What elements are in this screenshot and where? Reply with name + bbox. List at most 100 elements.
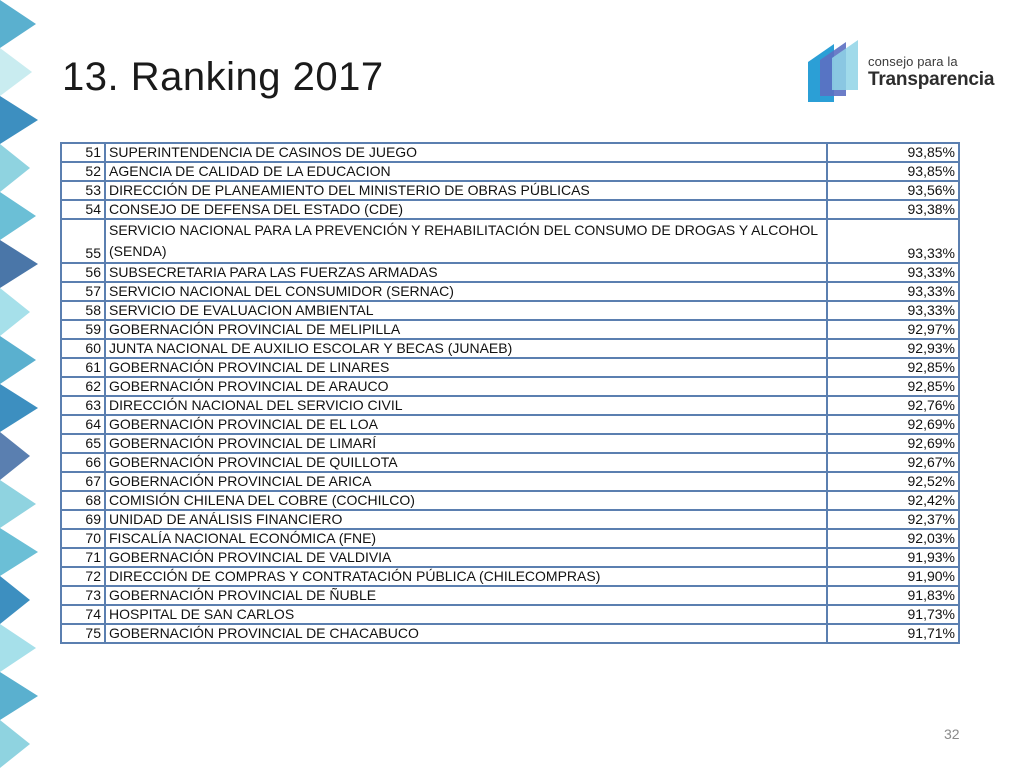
- rank-cell: 67: [60, 471, 106, 492]
- rank-cell: 73: [60, 585, 106, 606]
- table-row: 61 GOBERNACIÓN PROVINCIAL DE LINARES 92,85…: [60, 357, 960, 378]
- rank-cell: 75: [60, 623, 106, 644]
- score-cell: 93,33%: [826, 262, 960, 283]
- score-cell: 93,38%: [826, 199, 960, 220]
- score-cell: 93,56%: [826, 180, 960, 201]
- rank-cell: 58: [60, 300, 106, 321]
- rank-cell: 70: [60, 528, 106, 549]
- institution-cell: GOBERNACIÓN PROVINCIAL DE LINARES: [104, 357, 828, 378]
- rank-cell: 54: [60, 199, 106, 220]
- institution-cell: GOBERNACIÓN PROVINCIAL DE QUILLOTA: [104, 452, 828, 473]
- institution-cell: GOBERNACIÓN PROVINCIAL DE ÑUBLE: [104, 585, 828, 606]
- table-row: 71 GOBERNACIÓN PROVINCIAL DE VALDIVIA 91,9…: [60, 547, 960, 568]
- institution-cell: SUPERINTENDENCIA DE CASINOS DE JUEGO: [104, 142, 828, 163]
- rank-cell: 64: [60, 414, 106, 435]
- score-cell: 92,93%: [826, 338, 960, 359]
- table-row: 55 SERVICIO NACIONAL PARA LA PREVENCIÓN Y…: [60, 218, 960, 264]
- logo-tagline: consejo para la: [868, 54, 958, 69]
- institution-cell: DIRECCIÓN NACIONAL DEL SERVICIO CIVIL: [104, 395, 828, 416]
- institution-cell: JUNTA NACIONAL DE AUXILIO ESCOLAR Y BECA…: [104, 338, 828, 359]
- table-row: 54 CONSEJO DE DEFENSA DEL ESTADO (CDE) 93,…: [60, 199, 960, 220]
- institution-cell: HOSPITAL DE SAN CARLOS: [104, 604, 828, 625]
- institution-cell: GOBERNACIÓN PROVINCIAL DE VALDIVIA: [104, 547, 828, 568]
- table-row: 68 COMISIÓN CHILENA DEL COBRE (COCHILCO) 9…: [60, 490, 960, 511]
- table-row: 74 HOSPITAL DE SAN CARLOS 91,73%: [60, 604, 960, 625]
- institution-cell: COMISIÓN CHILENA DEL COBRE (COCHILCO): [104, 490, 828, 511]
- score-cell: 92,03%: [826, 528, 960, 549]
- score-cell: 92,69%: [826, 433, 960, 454]
- score-cell: 92,69%: [826, 414, 960, 435]
- logo-wordmark: Transparencia: [868, 69, 995, 90]
- ranking-table: 51 SUPERINTENDENCIA DE CASINOS DE JUEGO 93…: [60, 142, 960, 644]
- score-cell: 92,37%: [826, 509, 960, 530]
- table-row: 57 SERVICIO NACIONAL DEL CONSUMIDOR (SERN…: [60, 281, 960, 302]
- score-cell: 91,73%: [826, 604, 960, 625]
- rank-cell: 60: [60, 338, 106, 359]
- rank-cell: 55: [60, 218, 106, 264]
- score-cell: 92,85%: [826, 376, 960, 397]
- institution-cell: AGENCIA DE CALIDAD DE LA EDUCACION: [104, 161, 828, 182]
- table-row: 75 GOBERNACIÓN PROVINCIAL DE CHACABUCO 91,…: [60, 623, 960, 644]
- rank-cell: 74: [60, 604, 106, 625]
- institution-cell: SUBSECRETARIA PARA LAS FUERZAS ARMADAS: [104, 262, 828, 283]
- institution-cell: GOBERNACIÓN PROVINCIAL DE CHACABUCO: [104, 623, 828, 644]
- table-row: 67 GOBERNACIÓN PROVINCIAL DE ARICA 92,52%: [60, 471, 960, 492]
- table-row: 58 SERVICIO DE EVALUACION AMBIENTAL 93,33%: [60, 300, 960, 321]
- table-row: 53 DIRECCIÓN DE PLANEAMIENTO DEL MINISTER…: [60, 180, 960, 201]
- institution-cell: GOBERNACIÓN PROVINCIAL DE LIMARÍ: [104, 433, 828, 454]
- score-cell: 93,33%: [826, 218, 960, 264]
- table-row: 70 FISCALÍA NACIONAL ECONÓMICA (FNE) 92,03…: [60, 528, 960, 549]
- rank-cell: 51: [60, 142, 106, 163]
- table-row: 62 GOBERNACIÓN PROVINCIAL DE ARAUCO 92,85%: [60, 376, 960, 397]
- table-row: 72 DIRECCIÓN DE COMPRAS Y CONTRATACIÓN PÚ…: [60, 566, 960, 587]
- slide-number: 32: [944, 726, 960, 742]
- score-cell: 92,67%: [826, 452, 960, 473]
- rank-cell: 65: [60, 433, 106, 454]
- score-cell: 91,90%: [826, 566, 960, 587]
- rank-cell: 72: [60, 566, 106, 587]
- rank-cell: 53: [60, 180, 106, 201]
- rank-cell: 63: [60, 395, 106, 416]
- score-cell: 93,33%: [826, 300, 960, 321]
- rank-cell: 59: [60, 319, 106, 340]
- rank-cell: 57: [60, 281, 106, 302]
- table-row: 51 SUPERINTENDENCIA DE CASINOS DE JUEGO 93…: [60, 142, 960, 163]
- score-cell: 92,85%: [826, 357, 960, 378]
- rank-cell: 52: [60, 161, 106, 182]
- table-row: 73 GOBERNACIÓN PROVINCIAL DE ÑUBLE 91,83%: [60, 585, 960, 606]
- consejo-transparencia-logo: consejo para la Transparencia: [806, 40, 995, 106]
- rank-cell: 66: [60, 452, 106, 473]
- table-row: 69 UNIDAD DE ANÁLISIS FINANCIERO 92,37%: [60, 509, 960, 530]
- institution-cell: GOBERNACIÓN PROVINCIAL DE ARICA: [104, 471, 828, 492]
- table-row: 59 GOBERNACIÓN PROVINCIAL DE MELIPILLA 92,…: [60, 319, 960, 340]
- score-cell: 93,85%: [826, 161, 960, 182]
- institution-cell: GOBERNACIÓN PROVINCIAL DE ARAUCO: [104, 376, 828, 397]
- rank-cell: 68: [60, 490, 106, 511]
- institution-cell: GOBERNACIÓN PROVINCIAL DE EL LOA: [104, 414, 828, 435]
- institution-cell: GOBERNACIÓN PROVINCIAL DE MELIPILLA: [104, 319, 828, 340]
- score-cell: 92,97%: [826, 319, 960, 340]
- institution-cell: SERVICIO NACIONAL DEL CONSUMIDOR (SERNAC…: [104, 281, 828, 302]
- institution-cell: CONSEJO DE DEFENSA DEL ESTADO (CDE): [104, 199, 828, 220]
- score-cell: 91,93%: [826, 547, 960, 568]
- rank-cell: 69: [60, 509, 106, 530]
- table-row: 56 SUBSECRETARIA PARA LAS FUERZAS ARMADAS…: [60, 262, 960, 283]
- decorative-triangle-border: [0, 0, 38, 768]
- table-row: 65 GOBERNACIÓN PROVINCIAL DE LIMARÍ 92,69%: [60, 433, 960, 454]
- table-row: 60 JUNTA NACIONAL DE AUXILIO ESCOLAR Y BE…: [60, 338, 960, 359]
- page-title: 13. Ranking 2017: [62, 55, 384, 99]
- institution-cell: SERVICIO DE EVALUACION AMBIENTAL: [104, 300, 828, 321]
- score-cell: 92,52%: [826, 471, 960, 492]
- institution-cell: SERVICIO NACIONAL PARA LA PREVENCIÓN Y R…: [104, 218, 828, 264]
- table-row: 52 AGENCIA DE CALIDAD DE LA EDUCACION 93,8…: [60, 161, 960, 182]
- table-row: 63 DIRECCIÓN NACIONAL DEL SERVICIO CIVIL 9…: [60, 395, 960, 416]
- table-row: 66 GOBERNACIÓN PROVINCIAL DE QUILLOTA 92,6…: [60, 452, 960, 473]
- score-cell: 91,71%: [826, 623, 960, 644]
- score-cell: 92,42%: [826, 490, 960, 511]
- rank-cell: 62: [60, 376, 106, 397]
- score-cell: 91,83%: [826, 585, 960, 606]
- rank-cell: 56: [60, 262, 106, 283]
- logo-mark-icon: [808, 40, 858, 102]
- score-cell: 93,85%: [826, 142, 960, 163]
- score-cell: 92,76%: [826, 395, 960, 416]
